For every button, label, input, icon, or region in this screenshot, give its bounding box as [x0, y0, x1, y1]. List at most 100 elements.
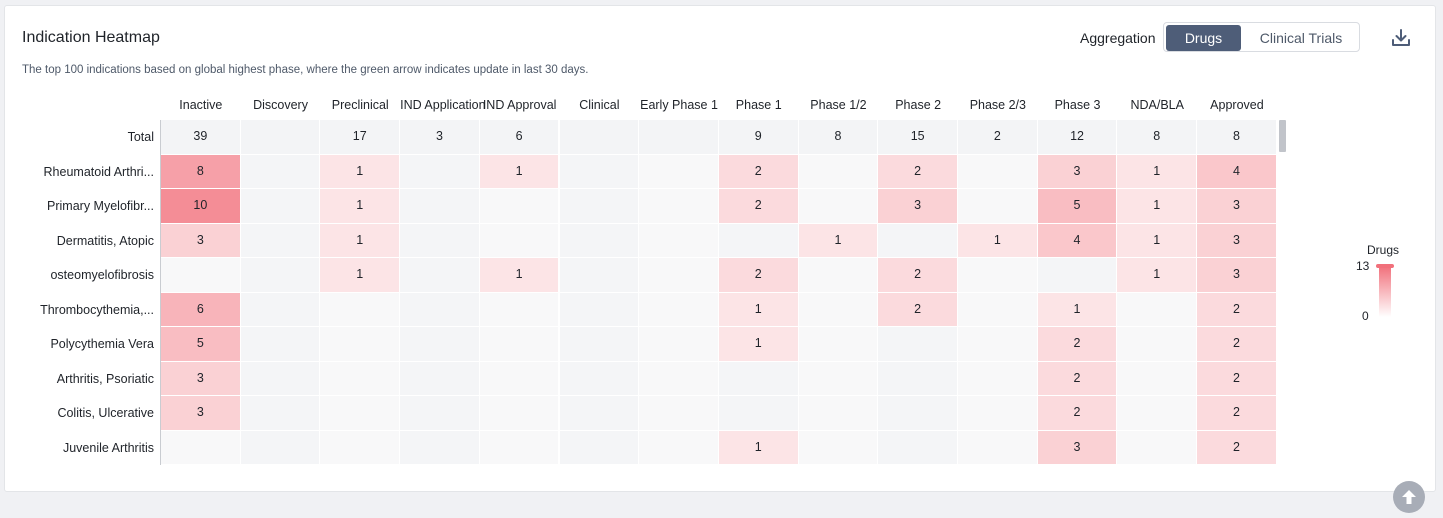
heatmap-cell[interactable]: [320, 396, 399, 430]
heatmap-cell[interactable]: [799, 431, 878, 465]
heatmap-cell[interactable]: [560, 224, 639, 258]
heatmap-cell[interactable]: [1117, 431, 1196, 465]
heatmap-cell[interactable]: 2: [1038, 327, 1117, 361]
heatmap-cell[interactable]: [241, 224, 320, 258]
heatmap-cell[interactable]: [560, 155, 639, 189]
heatmap-cell[interactable]: [719, 224, 798, 258]
heatmap-cell[interactable]: [560, 327, 639, 361]
heatmap-cell[interactable]: 1: [799, 224, 878, 258]
heatmap-cell[interactable]: [400, 189, 479, 223]
heatmap-cell[interactable]: 1: [320, 189, 399, 223]
heatmap-cell[interactable]: 3: [1038, 431, 1117, 465]
heatmap-cell[interactable]: [799, 293, 878, 327]
heatmap-cell[interactable]: 2: [878, 258, 957, 292]
heatmap-cell[interactable]: [958, 293, 1037, 327]
heatmap-cell[interactable]: [878, 396, 957, 430]
heatmap-cell[interactable]: [400, 327, 479, 361]
heatmap-cell[interactable]: [958, 431, 1037, 465]
heatmap-cell[interactable]: [161, 258, 240, 292]
heatmap-cell[interactable]: [400, 396, 479, 430]
heatmap-cell[interactable]: 1: [1117, 224, 1196, 258]
heatmap-cell[interactable]: [799, 155, 878, 189]
heatmap-cell[interactable]: [639, 258, 718, 292]
heatmap-cell[interactable]: [560, 431, 639, 465]
heatmap-cell[interactable]: [320, 293, 399, 327]
heatmap-cell[interactable]: 3: [161, 224, 240, 258]
heatmap-cell[interactable]: 2: [719, 258, 798, 292]
heatmap-cell[interactable]: [958, 155, 1037, 189]
heatmap-cell[interactable]: 1: [958, 224, 1037, 258]
heatmap-cell[interactable]: [241, 155, 320, 189]
heatmap-cell[interactable]: [878, 431, 957, 465]
heatmap-cell[interactable]: [400, 224, 479, 258]
heatmap-cell[interactable]: [241, 258, 320, 292]
heatmap-cell[interactable]: 1: [320, 155, 399, 189]
heatmap-cell[interactable]: [241, 189, 320, 223]
heatmap-cell[interactable]: 5: [161, 327, 240, 361]
heatmap-cell[interactable]: [1117, 396, 1196, 430]
heatmap-cell[interactable]: [639, 189, 718, 223]
heatmap-cell[interactable]: [560, 293, 639, 327]
heatmap-cell[interactable]: 3: [161, 362, 240, 396]
heatmap-cell[interactable]: [639, 362, 718, 396]
heatmap-cell[interactable]: [799, 258, 878, 292]
heatmap-cell[interactable]: 2: [1197, 396, 1276, 430]
heatmap-cell[interactable]: 1: [719, 431, 798, 465]
heatmap-cell[interactable]: [400, 293, 479, 327]
heatmap-cell[interactable]: 1: [320, 224, 399, 258]
heatmap-cell[interactable]: 1: [320, 258, 399, 292]
heatmap-cell[interactable]: 1: [1038, 293, 1117, 327]
heatmap-cell[interactable]: 2: [1197, 431, 1276, 465]
heatmap-cell[interactable]: [320, 362, 399, 396]
heatmap-cell[interactable]: 4: [1038, 224, 1117, 258]
heatmap-scrollbar[interactable]: [1279, 120, 1286, 152]
heatmap-cell[interactable]: [320, 327, 399, 361]
heatmap-cell[interactable]: 1: [480, 258, 559, 292]
heatmap-cell[interactable]: 1: [480, 155, 559, 189]
heatmap-cell[interactable]: [1117, 293, 1196, 327]
heatmap-cell[interactable]: [480, 327, 559, 361]
scroll-to-top-button[interactable]: [1393, 481, 1425, 513]
heatmap-cell[interactable]: [560, 189, 639, 223]
heatmap-cell[interactable]: [639, 224, 718, 258]
heatmap-cell[interactable]: [639, 327, 718, 361]
heatmap-cell[interactable]: [1038, 258, 1117, 292]
heatmap-cell[interactable]: [639, 155, 718, 189]
heatmap-cell[interactable]: [639, 396, 718, 430]
heatmap-cell[interactable]: [241, 293, 320, 327]
heatmap-cell[interactable]: 5: [1038, 189, 1117, 223]
heatmap-cell[interactable]: [241, 327, 320, 361]
heatmap-cell[interactable]: [958, 327, 1037, 361]
heatmap-cell[interactable]: 2: [878, 155, 957, 189]
heatmap-cell[interactable]: 3: [1038, 155, 1117, 189]
heatmap-cell[interactable]: 3: [161, 396, 240, 430]
heatmap-cell[interactable]: [480, 189, 559, 223]
heatmap-cell[interactable]: [241, 396, 320, 430]
heatmap-cell[interactable]: 1: [1117, 155, 1196, 189]
heatmap-cell[interactable]: 3: [1197, 224, 1276, 258]
heatmap-cell[interactable]: 1: [1117, 258, 1196, 292]
clinical-trials-toggle-button[interactable]: Clinical Trials: [1244, 25, 1358, 51]
heatmap-cell[interactable]: 6: [161, 293, 240, 327]
heatmap-cell[interactable]: [958, 396, 1037, 430]
heatmap-cell[interactable]: 2: [1197, 293, 1276, 327]
heatmap-cell[interactable]: [480, 396, 559, 430]
heatmap-cell[interactable]: [560, 396, 639, 430]
heatmap-cell[interactable]: [639, 293, 718, 327]
heatmap-cell[interactable]: [719, 396, 798, 430]
heatmap-cell[interactable]: [799, 396, 878, 430]
heatmap-cell[interactable]: [639, 431, 718, 465]
heatmap-cell[interactable]: [480, 431, 559, 465]
heatmap-cell[interactable]: 2: [719, 189, 798, 223]
heatmap-cell[interactable]: [400, 362, 479, 396]
heatmap-cell[interactable]: 4: [1197, 155, 1276, 189]
heatmap-cell[interactable]: [480, 224, 559, 258]
download-icon[interactable]: [1389, 26, 1413, 50]
heatmap-cell[interactable]: [560, 258, 639, 292]
heatmap-cell[interactable]: [878, 362, 957, 396]
heatmap-cell[interactable]: [400, 155, 479, 189]
heatmap-cell[interactable]: [958, 189, 1037, 223]
heatmap-cell[interactable]: [799, 189, 878, 223]
heatmap-cell[interactable]: 2: [1038, 362, 1117, 396]
heatmap-cell[interactable]: 1: [719, 293, 798, 327]
